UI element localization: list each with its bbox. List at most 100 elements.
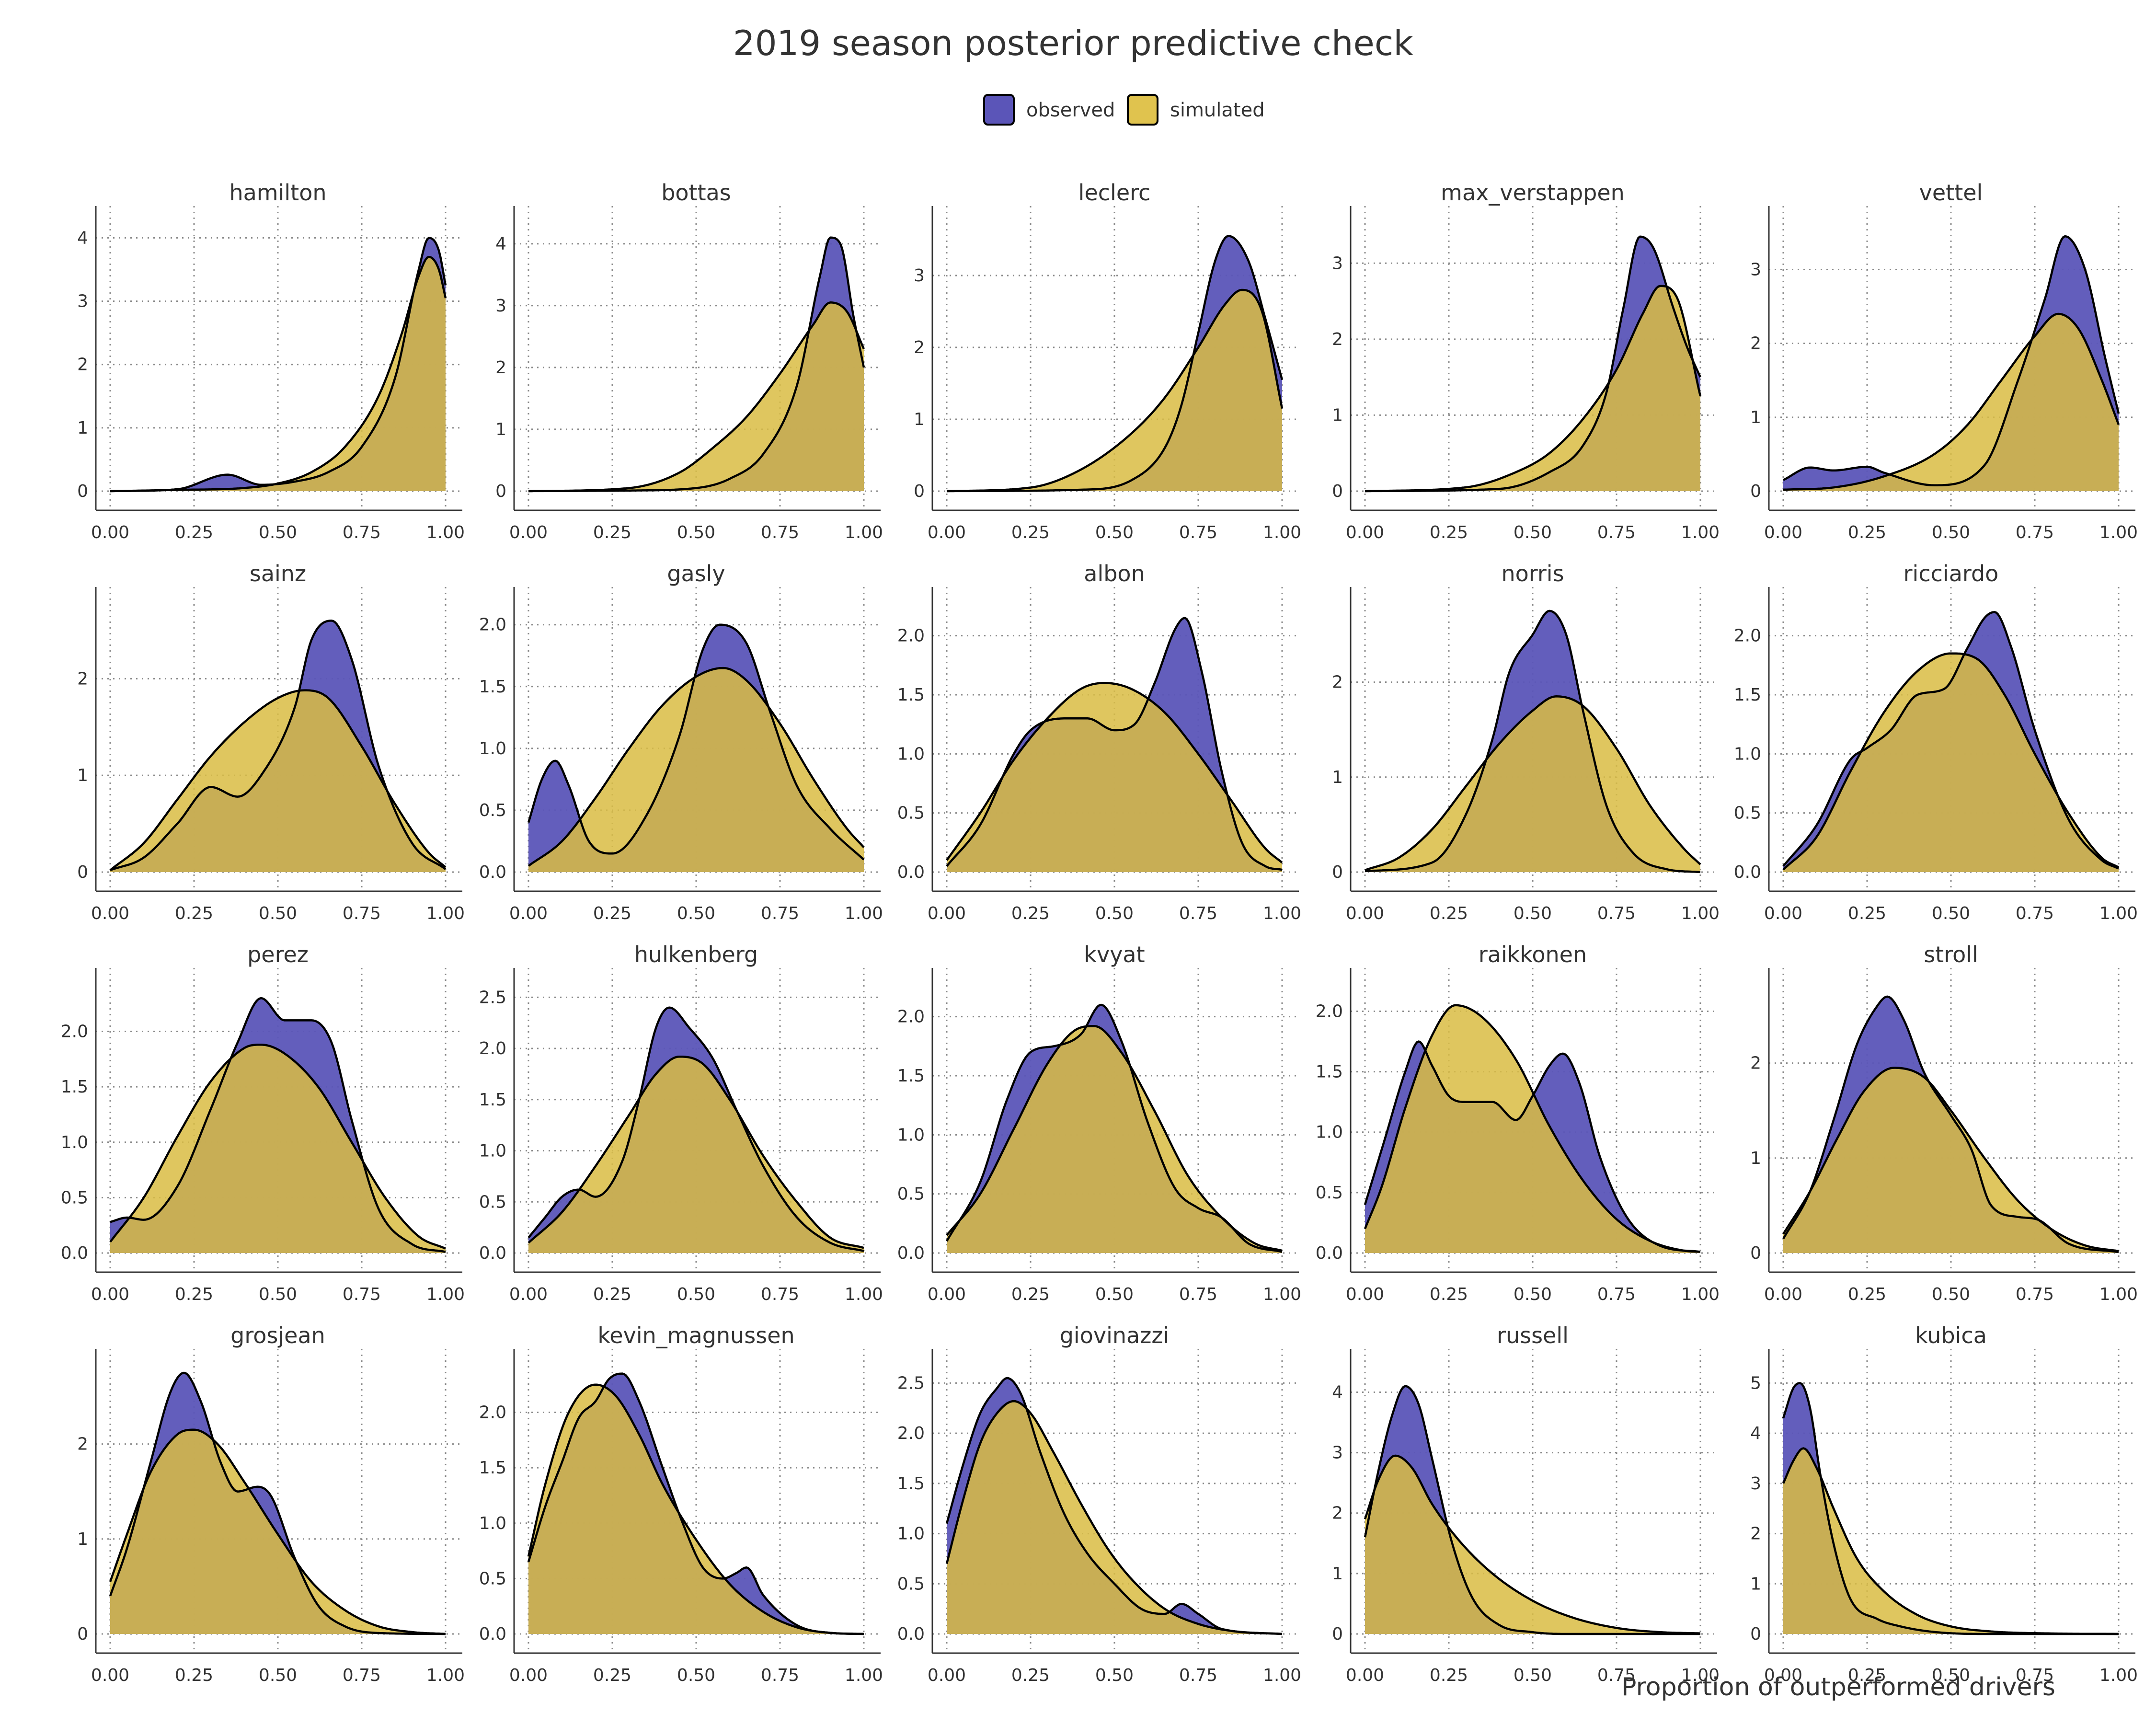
y-tick-label: 1 <box>495 420 506 439</box>
line-simulated <box>946 1025 1283 1252</box>
y-tick-label: 2.5 <box>479 988 506 1007</box>
x-tick-label: 0.00 <box>928 1666 966 1685</box>
x-tick-label: 0.50 <box>677 1285 715 1304</box>
x-tick-label: 0.75 <box>1179 1666 1217 1685</box>
y-tick-label: 2 <box>1332 1504 1343 1523</box>
x-tick-label: 0.50 <box>1095 904 1134 923</box>
area-simulated <box>110 1429 446 1634</box>
y-tick-label: 0.0 <box>897 1624 925 1644</box>
x-tick-label: 0.25 <box>593 1285 631 1304</box>
y-tick-label: 2.0 <box>479 1403 506 1423</box>
y-tick-label: 2 <box>77 1435 88 1454</box>
x-tick-label: 1.00 <box>426 1666 465 1685</box>
area-simulated <box>947 683 1282 872</box>
x-tick-label: 0.00 <box>1764 523 1802 542</box>
panel-title: kevin_magnussen <box>597 1322 794 1348</box>
area-simulated <box>1783 314 2119 491</box>
x-tick-label: 1.00 <box>845 523 883 542</box>
line-observed <box>527 623 865 861</box>
x-tick-label: 0.75 <box>761 523 799 542</box>
x-tick-label: 0.25 <box>175 523 213 542</box>
y-tick-label: 0.0 <box>1734 862 1761 882</box>
x-tick-label: 0.25 <box>1011 1666 1050 1685</box>
panel-title: bottas <box>661 180 731 206</box>
panel-vettel: vettel 0.00 0.25 0.50 0.75 1.00 0 1 2 3 <box>1750 180 2138 542</box>
panel-title: stroll <box>1924 942 1978 967</box>
y-tick-label: 2.0 <box>897 1007 925 1027</box>
area-simulated <box>528 1057 864 1253</box>
y-tick-label: 1.5 <box>897 1066 925 1086</box>
y-tick-label: 1.5 <box>897 685 925 705</box>
line-simulated <box>1364 1004 1701 1253</box>
line-observed <box>528 1006 864 1252</box>
y-tick-label: 0 <box>914 482 925 501</box>
x-tick-label: 0.75 <box>1597 904 1636 923</box>
x-tick-label: 1.00 <box>845 1666 883 1685</box>
x-tick-label: 1.00 <box>426 1285 465 1304</box>
x-tick-label: 1.00 <box>426 523 465 542</box>
x-tick-label: 0.00 <box>928 523 966 542</box>
x-tick-label: 0.00 <box>509 904 548 923</box>
x-tick-label: 0.50 <box>1932 904 1970 923</box>
x-tick-label: 0.00 <box>1346 904 1384 923</box>
x-tick-label: 0.00 <box>91 1285 129 1304</box>
panel-norris: norris 0.00 0.25 0.50 0.75 1.00 0 1 2 <box>1332 561 1720 923</box>
x-tick-label: 0.25 <box>593 904 631 923</box>
y-tick-label: 1.5 <box>479 677 506 697</box>
y-tick-label: 1.0 <box>897 744 925 764</box>
panel-bottas: bottas 0.00 0.25 0.50 0.75 1.00 0 1 2 3 4 <box>495 180 883 542</box>
x-tick-label: 0.75 <box>1179 1285 1217 1304</box>
x-tick-label: 0.50 <box>677 904 715 923</box>
y-tick-label: 0 <box>1750 482 1761 501</box>
panel-title: grosjean <box>230 1322 325 1348</box>
y-tick-label: 1 <box>77 766 88 785</box>
x-tick-label: 0.00 <box>509 1285 548 1304</box>
x-tick-label: 0.50 <box>1095 523 1134 542</box>
line-simulated <box>946 682 1283 864</box>
x-tick-label: 0.25 <box>1848 1285 1886 1304</box>
y-tick-label: 1 <box>1750 1149 1761 1168</box>
area-simulated <box>1365 286 1700 491</box>
line-simulated <box>528 1055 864 1249</box>
area-simulated <box>947 1026 1282 1253</box>
y-tick-label: 2 <box>1750 1524 1761 1544</box>
x-tick-label: 0.00 <box>1764 1285 1802 1304</box>
x-tick-label: 0.50 <box>259 904 297 923</box>
x-tick-label: 1.00 <box>1681 1285 1720 1304</box>
y-tick-label: 2.0 <box>897 1424 925 1443</box>
x-tick-label: 0.25 <box>1848 1666 1886 1685</box>
y-tick-label: 1.5 <box>897 1474 925 1494</box>
y-tick-label: 0 <box>77 482 88 501</box>
x-tick-label: 0.75 <box>761 1285 799 1304</box>
x-tick-label: 0.75 <box>1179 904 1217 923</box>
x-tick-label: 0.50 <box>259 1285 297 1304</box>
panel-giovinazzi: giovinazzi 0.00 0.25 0.50 0.75 1.00 0.0 0.5 1.0 1… <box>897 1322 1301 1685</box>
x-tick-label: 0.50 <box>1932 523 1970 542</box>
x-tick-label: 0.75 <box>1597 1285 1636 1304</box>
area-simulated <box>947 290 1282 491</box>
area-simulated <box>947 1401 1282 1634</box>
area-simulated <box>1783 1068 2119 1253</box>
area-simulated <box>1783 653 2119 872</box>
line-simulated <box>1364 1454 1701 1634</box>
panel-albon: albon 0.00 0.25 0.50 0.75 1.00 0.0 0.5 1.0 1.5 2.0 <box>897 561 1301 923</box>
y-tick-label: 0 <box>77 1624 88 1644</box>
y-tick-label: 0.0 <box>897 862 925 882</box>
x-tick-label: 0.25 <box>175 1285 213 1304</box>
legend-label-observed: observed <box>1026 99 1115 121</box>
line-simulated <box>528 301 865 493</box>
panel-russell: russell 0.00 0.25 0.50 0.75 1.00 0 1 2 3 4 <box>1332 1322 1720 1685</box>
x-tick-label: 0.75 <box>2016 904 2054 923</box>
x-tick-label: 0.50 <box>677 1666 715 1685</box>
x-tick-label: 0.00 <box>91 904 129 923</box>
x-tick-label: 1.00 <box>1681 904 1720 923</box>
y-tick-label: 4 <box>77 228 88 248</box>
panel-stroll: stroll 0.00 0.25 0.50 0.75 1.00 0 1 2 <box>1750 942 2138 1304</box>
area-simulated <box>528 302 864 491</box>
y-tick-label: 2.0 <box>61 1022 88 1042</box>
legend: observed simulated <box>983 94 1265 126</box>
y-tick-label: 1.5 <box>1734 685 1761 705</box>
y-tick-label: 2 <box>1750 334 1761 354</box>
chart-title: 2019 season posterior predictive check <box>733 23 1414 63</box>
